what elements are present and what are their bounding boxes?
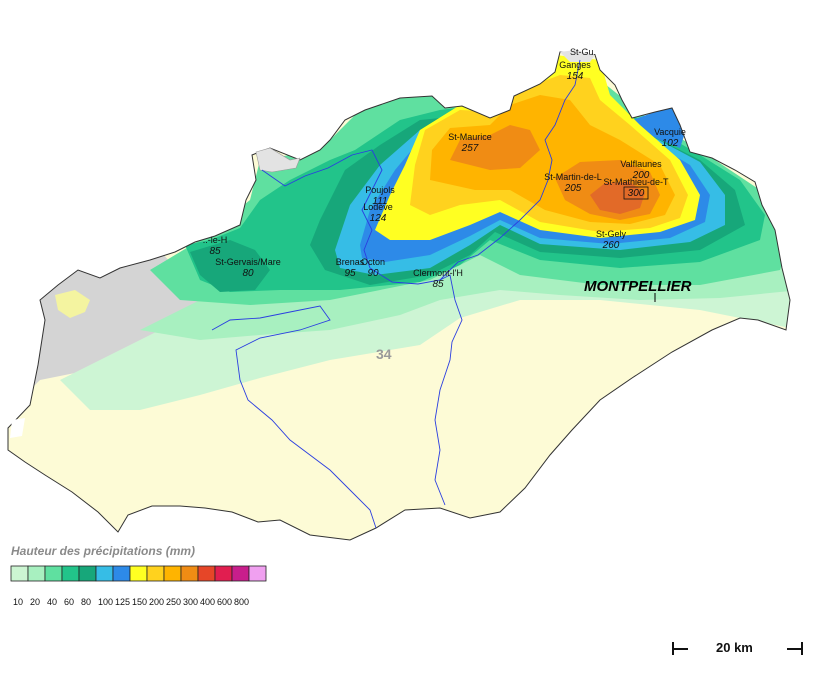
legend-swatch bbox=[163, 565, 182, 582]
legend-tick-label: 300 bbox=[183, 597, 198, 607]
station-name: Brenas bbox=[336, 257, 365, 267]
station-value: 124 bbox=[370, 213, 387, 224]
legend-tick-label: 400 bbox=[200, 597, 215, 607]
station-value: 95 bbox=[344, 268, 356, 279]
station-name: St-Maurice bbox=[448, 132, 492, 142]
scale-bar-right-arm bbox=[787, 648, 803, 650]
legend-tick-label: 600 bbox=[217, 597, 232, 607]
station-value: 102 bbox=[662, 138, 679, 149]
station-name: Valflaunes bbox=[620, 159, 662, 169]
legend-swatch bbox=[129, 565, 148, 582]
legend-tick-label: 20 bbox=[30, 597, 40, 607]
station-value: 300 bbox=[628, 188, 645, 199]
station-name: Poujols bbox=[365, 185, 395, 195]
legend-tick-labels: 10 20 40 60 80 100 125 150 200 250 300 400 600 800 bbox=[13, 597, 249, 607]
legend-tick-label: 125 bbox=[115, 597, 130, 607]
legend-swatch bbox=[61, 565, 80, 582]
station-name: Clermont-l'H bbox=[413, 268, 463, 278]
station-name: St-Martin-de-L bbox=[544, 172, 602, 182]
station-name: Ganges bbox=[559, 60, 591, 70]
station-name: St-Gu. bbox=[570, 47, 596, 57]
legend-swatch bbox=[10, 565, 29, 582]
scale-bar-left-arm bbox=[672, 648, 688, 650]
legend-tick-label: 200 bbox=[149, 597, 164, 607]
station-value: 205 bbox=[564, 183, 582, 194]
station-value: 85 bbox=[432, 279, 444, 290]
station-value: 85 bbox=[209, 246, 221, 257]
legend-swatch bbox=[27, 565, 46, 582]
legend-title: Hauteur des précipitations (mm) bbox=[11, 544, 196, 558]
station-name: ..-le-H bbox=[203, 235, 228, 245]
legend-swatch bbox=[146, 565, 165, 582]
station-value: 154 bbox=[567, 71, 584, 82]
legend-tick-label: 60 bbox=[64, 597, 74, 607]
station-value: 200 bbox=[632, 170, 650, 181]
station-value: 90 bbox=[367, 268, 379, 279]
legend-tick-label: 800 bbox=[234, 597, 249, 607]
city-label-montpellier: MONTPELLIER bbox=[584, 278, 692, 295]
legend-color-bar bbox=[10, 565, 267, 582]
station-value: 111 bbox=[372, 196, 387, 207]
legend-swatch bbox=[44, 565, 63, 582]
station-name: Lodève bbox=[363, 202, 393, 212]
legend-swatch bbox=[95, 565, 114, 582]
legend-tick-label: 150 bbox=[132, 597, 147, 607]
station-name: St-Gervais/Mare bbox=[215, 257, 281, 267]
station-value: 80 bbox=[242, 268, 254, 279]
legend-swatch bbox=[214, 565, 233, 582]
department-number: 34 bbox=[376, 346, 392, 362]
station-name: St-Gely bbox=[596, 229, 627, 239]
arrondissement-boundaries bbox=[211, 59, 581, 529]
legend-swatch bbox=[112, 565, 131, 582]
station-name: Octon bbox=[361, 257, 385, 267]
precipitation-zones bbox=[8, 55, 790, 420]
legend-tick-label: 80 bbox=[81, 597, 91, 607]
legend-swatch bbox=[180, 565, 199, 582]
station-value: 260 bbox=[602, 240, 620, 251]
legend-swatch bbox=[248, 565, 267, 582]
legend-swatch bbox=[231, 565, 250, 582]
station-name: Vacquie bbox=[654, 127, 686, 137]
max-value-box bbox=[623, 186, 649, 200]
legend-swatch bbox=[78, 565, 97, 582]
legend-tick-label: 40 bbox=[47, 597, 57, 607]
legend-swatch bbox=[197, 565, 216, 582]
legend-tick-label: 250 bbox=[166, 597, 181, 607]
scale-bar-label: 20 km bbox=[716, 640, 753, 655]
legend-tick-label: 100 bbox=[98, 597, 113, 607]
legend-tick-label: 10 bbox=[13, 597, 23, 607]
station-value: 257 bbox=[461, 143, 479, 154]
station-name: St-Mathieu-de-T bbox=[603, 177, 669, 187]
